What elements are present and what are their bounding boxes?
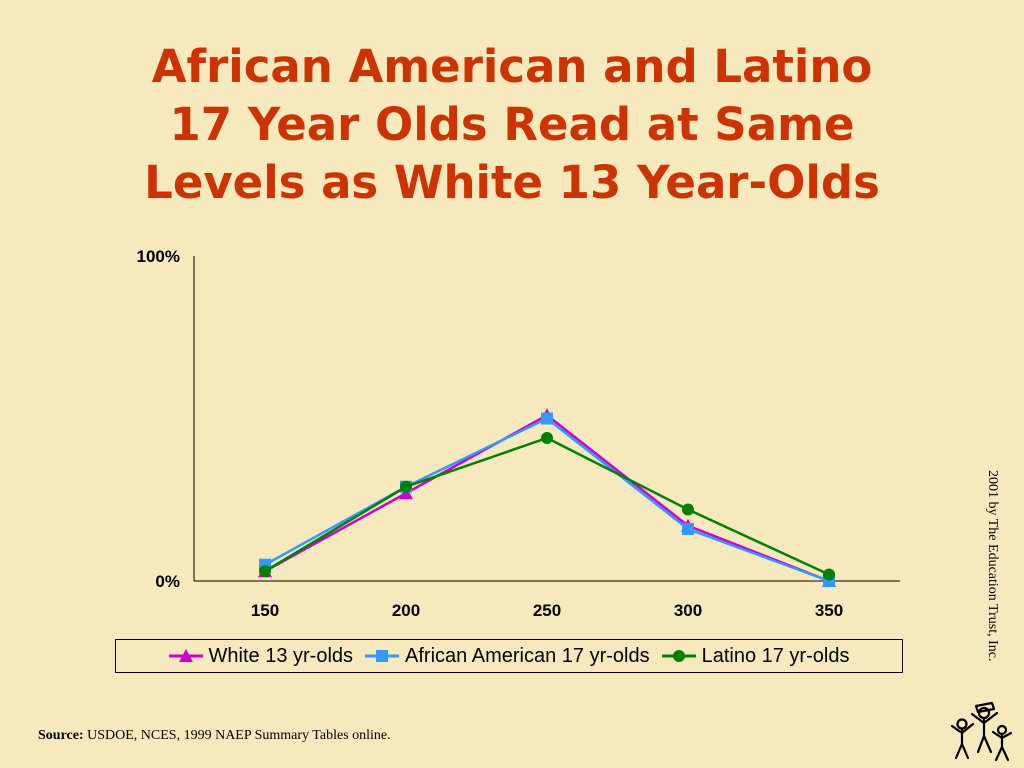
legend-label-white: White 13 yr-olds xyxy=(208,644,354,667)
data-point-african-american-17-250 xyxy=(541,412,553,425)
chart-legend: White 13 yr-olds African American 17 yr-… xyxy=(115,639,903,673)
x-tick-labels: 150 200 250 300 350 xyxy=(251,601,843,620)
data-point-latino-17-150 xyxy=(259,565,271,578)
slide-title: African American and Latino 17 Year Olds… xyxy=(62,38,962,212)
y-tick-label-top: 100% xyxy=(137,247,180,266)
legend-marker-triangle-icon xyxy=(168,649,203,662)
x-tick-label-250: 250 xyxy=(533,601,561,620)
source-label: Source: xyxy=(38,728,84,743)
legend-marker-circle-icon xyxy=(661,650,696,662)
data-point-latino-17-250 xyxy=(541,432,553,444)
title-line-3: Levels as White 13 Year-Olds xyxy=(144,156,880,209)
x-tick-label-150: 150 xyxy=(251,601,279,620)
data-point-african-american-17-300 xyxy=(682,523,694,535)
education-trust-logo-icon xyxy=(950,701,1013,762)
legend-label-latino: Latino 17 yr-olds xyxy=(701,644,850,667)
title-line-1: African American and Latino xyxy=(151,40,873,93)
legend-marker-square-icon xyxy=(365,650,400,662)
legend-item-african-american: African American 17 yr-olds xyxy=(365,645,650,668)
copyright-note: 2001 by The Education Trust, Inc. xyxy=(985,470,1000,662)
source-text: USDOE, NCES, 1999 NAEP Summary Tables on… xyxy=(87,728,391,743)
y-tick-label-bottom: 0% xyxy=(155,572,180,591)
data-point-latino-17-200 xyxy=(400,480,412,493)
x-tick-label-300: 300 xyxy=(674,601,702,620)
series-line-latino-17 xyxy=(264,436,830,576)
legend-item-latino: Latino 17 yr-olds xyxy=(661,644,850,668)
source-note: Source: USDOE, NCES, 1999 NAEP Summary T… xyxy=(38,728,391,744)
series-latino-17 xyxy=(259,432,835,581)
legend-item-white: White 13 yr-olds xyxy=(168,644,354,668)
title-line-2: 17 Year Olds Read at Same xyxy=(169,98,855,151)
data-point-latino-17-300 xyxy=(682,503,694,516)
x-tick-label-200: 200 xyxy=(392,601,420,620)
series-layer xyxy=(258,408,836,587)
data-point-latino-17-350 xyxy=(823,568,835,581)
x-tick-label-350: 350 xyxy=(815,601,843,620)
legend-label-african-american: African American 17 yr-olds xyxy=(405,644,650,667)
